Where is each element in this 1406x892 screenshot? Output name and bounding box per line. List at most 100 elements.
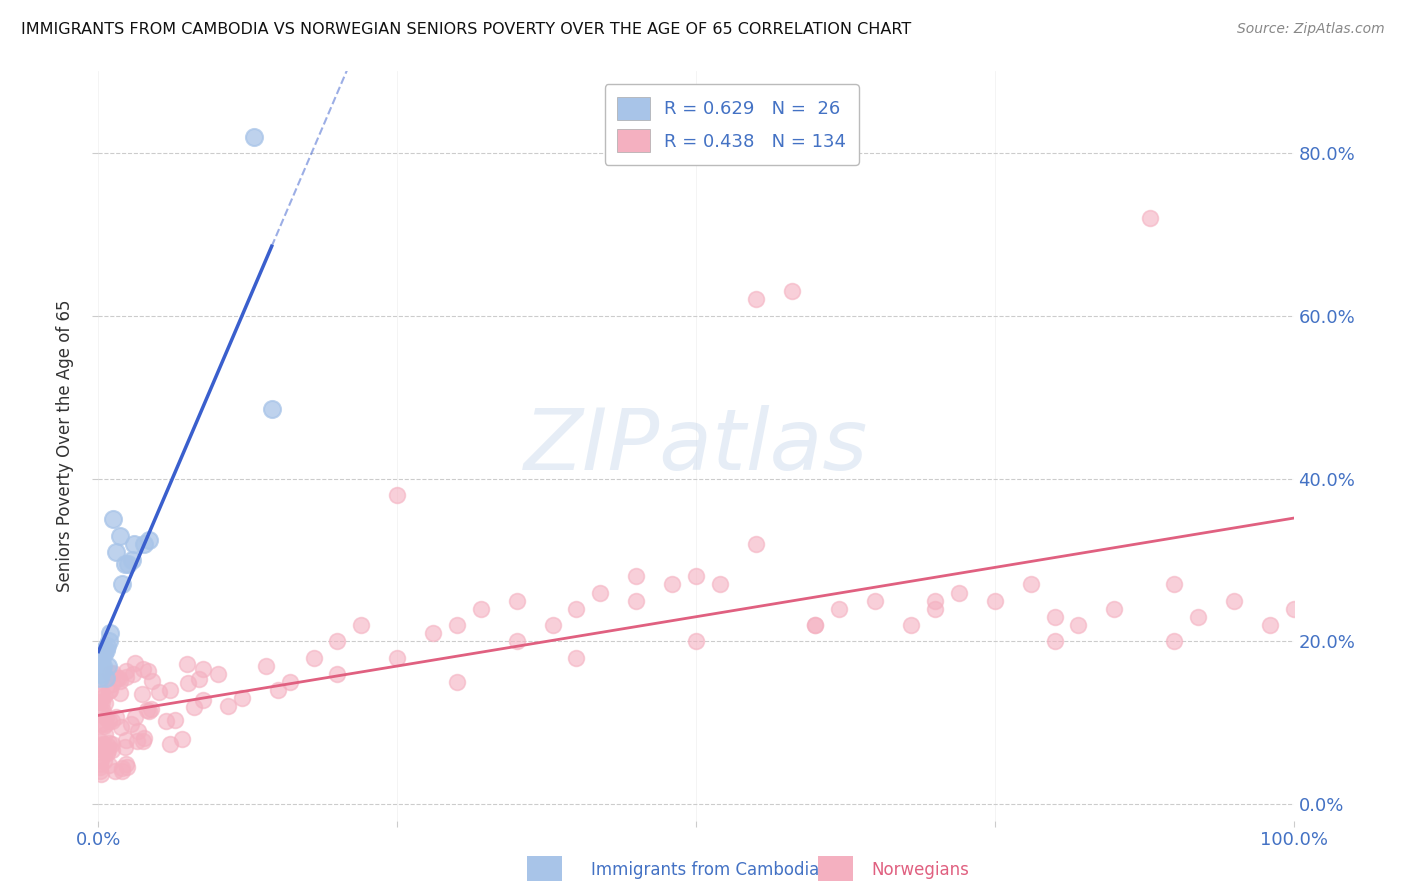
Point [104, 710, 127, 724]
Point [541, 618, 564, 632]
Point [89, 695, 111, 709]
Point [100, 743, 122, 757]
Point [93, 738, 115, 752]
Point [90, 667, 112, 681]
Point [565, 602, 588, 616]
Point [104, 764, 127, 779]
Point [350, 618, 373, 632]
Point [865, 593, 887, 607]
Point [97, 758, 120, 772]
Point [1043, 634, 1066, 648]
Point [108, 528, 131, 542]
Point [131, 687, 153, 701]
Point [661, 577, 683, 591]
Point [101, 512, 124, 526]
Point [121, 553, 143, 567]
Point [98, 682, 121, 697]
Point [134, 731, 156, 745]
Point [94, 745, 117, 759]
Point [302, 650, 325, 665]
Point [89, 673, 111, 688]
Point [101, 677, 124, 691]
Point [148, 685, 170, 699]
Point [110, 720, 132, 734]
Point [422, 626, 444, 640]
Point [89, 671, 111, 685]
Point [90, 766, 112, 780]
Point [98, 684, 121, 698]
Point [124, 710, 146, 724]
Point [98, 626, 122, 640]
Point [124, 537, 146, 551]
Point [626, 569, 648, 583]
Point [1043, 610, 1066, 624]
Point [385, 488, 409, 502]
Point [188, 672, 211, 686]
Point [709, 577, 731, 591]
Text: ZIPatlas: ZIPatlas [524, 404, 868, 488]
Point [97, 739, 120, 754]
Point [114, 664, 136, 678]
Point [1163, 634, 1185, 648]
Point [91, 686, 114, 700]
Point [89, 760, 111, 774]
Point [91, 663, 114, 677]
Point [900, 618, 922, 632]
Point [121, 666, 143, 681]
Point [260, 402, 283, 417]
Point [93, 737, 115, 751]
Point [470, 602, 492, 616]
Point [155, 714, 177, 729]
Point [90, 717, 112, 731]
Point [1139, 211, 1161, 225]
Point [117, 557, 139, 571]
Point [1104, 602, 1126, 616]
Point [127, 734, 149, 748]
Point [101, 665, 124, 680]
Point [93, 642, 115, 657]
Point [745, 537, 768, 551]
Point [97, 659, 120, 673]
Point [191, 662, 214, 676]
Point [98, 666, 121, 681]
Point [89, 739, 111, 753]
Point [101, 714, 124, 729]
Point [132, 734, 155, 748]
Point [94, 671, 117, 685]
Point [91, 706, 114, 721]
Point [89, 764, 111, 779]
Point [924, 593, 946, 607]
Point [97, 736, 120, 750]
Text: Source: ZipAtlas.com: Source: ZipAtlas.com [1237, 22, 1385, 37]
Point [984, 593, 1007, 607]
Point [93, 690, 115, 704]
Point [1067, 618, 1090, 632]
Point [114, 557, 136, 571]
Point [91, 647, 114, 661]
Point [217, 699, 239, 714]
Point [254, 659, 277, 673]
Point [141, 674, 163, 689]
Point [93, 716, 115, 731]
Point [93, 647, 115, 661]
Point [804, 618, 827, 632]
Point [948, 585, 970, 599]
Point [172, 731, 194, 746]
Point [243, 129, 266, 144]
Point [385, 650, 409, 665]
Point [96, 639, 118, 653]
Point [90, 655, 112, 669]
Point [231, 691, 253, 706]
Point [89, 757, 111, 772]
Point [1223, 593, 1246, 607]
Point [138, 533, 160, 547]
Point [108, 671, 131, 685]
Point [780, 285, 803, 299]
Point [446, 618, 468, 632]
Point [191, 693, 214, 707]
Point [159, 683, 181, 698]
Point [685, 569, 707, 583]
Point [91, 704, 114, 718]
Point [565, 650, 588, 665]
Point [96, 746, 118, 760]
